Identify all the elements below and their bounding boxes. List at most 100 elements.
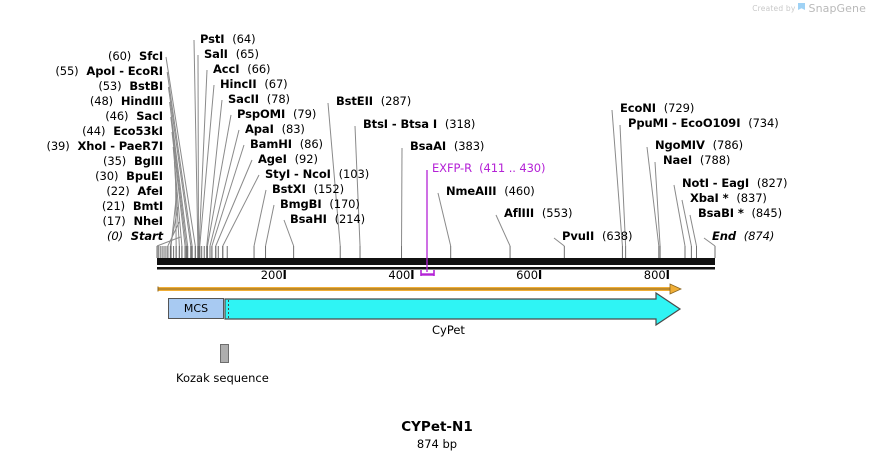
enzyme-name: SacII [228,92,259,106]
enzyme-site-label[interactable]: BstXI (152) [272,182,345,196]
enzyme-position: (152) [313,182,345,196]
enzyme-site-label[interactable]: (0) Start [107,230,163,243]
enzyme-site-label[interactable]: PvuII (638) [562,229,633,243]
enzyme-site-label[interactable]: ApaI (83) [245,122,305,136]
enzyme-site-label[interactable]: PstI (64) [200,32,256,46]
enzyme-name: BsaAI [410,139,447,153]
orf-span-arrow [157,283,682,295]
enzyme-name: BmtI [132,199,163,213]
enzyme-site-label[interactable]: AflIII (553) [504,206,573,220]
enzyme-position: (553) [541,206,573,220]
enzyme-site-label[interactable]: (22) AfeI [106,185,163,198]
watermark-brand-label: SnapGene [808,2,866,15]
ruler-tick-marks [283,270,669,279]
enzyme-site-label[interactable]: (39) XhoI - PaeR7I [46,139,163,153]
enzyme-site-label[interactable]: SalI (65) [204,47,259,61]
enzyme-position: (86) [299,137,323,151]
site-tick-marks [156,246,716,258]
enzyme-site-label[interactable]: (53) BstBI [98,79,163,93]
enzyme-name: AccI [213,62,240,76]
enzyme-site-label[interactable]: NmeAIII (460) [446,184,535,198]
primer-label-exfp-r[interactable]: EXFP-R (411 .. 430) [432,162,546,175]
enzyme-name: SalI [204,47,228,61]
watermark-created-by-label: Created by [752,4,796,13]
enzyme-position: (30) [95,169,119,183]
enzyme-name: HincII [220,77,257,91]
enzyme-site-label[interactable]: BsaBI * (845) [698,207,782,220]
feature-mcs-box[interactable]: MCS [168,298,224,319]
enzyme-site-label[interactable]: BsaHI (214) [290,212,366,226]
enzyme-site-label[interactable]: AccI (66) [213,62,271,76]
snapgene-flag-icon [798,3,806,14]
enzyme-name: BamHI [250,137,292,151]
enzyme-site-label[interactable]: (48) HindIII [89,94,163,108]
enzyme-site-label[interactable]: (35) BglII [103,154,163,168]
enzyme-site-label[interactable]: AgeI (92) [258,152,318,166]
enzyme-site-label[interactable]: EcoNI (729) [620,102,694,115]
enzyme-site-label[interactable]: NgoMIV (786) [655,138,744,152]
enzyme-position: (65) [235,47,259,61]
enzyme-position: (734) [748,116,779,130]
sequence-backbone-baseline [157,267,715,270]
enzyme-position: (874) [743,229,775,243]
enzyme-site-label[interactable]: BstEII (287) [336,94,412,108]
enzyme-name: BstEII [336,94,373,108]
enzyme-name: PvuII [562,229,595,243]
enzyme-site-label[interactable]: (17) NheI [102,215,163,228]
enzyme-position: (64) [232,32,256,46]
enzyme-site-label[interactable]: StyI - NcoI (103) [265,167,370,181]
enzyme-site-label[interactable]: XbaI * (837) [690,191,767,205]
enzyme-site-label[interactable]: PpuMI - EcoO109I (734) [628,116,779,130]
enzyme-position: (460) [504,184,535,198]
enzyme-position: (92) [294,152,318,166]
enzyme-name: StyI - NcoI [265,167,331,181]
enzyme-position: (287) [380,94,412,108]
enzyme-name: BstXI [272,182,306,196]
enzyme-site-label[interactable]: (44) Eco53kI [82,125,163,138]
enzyme-site-label[interactable]: (46) SacI [105,110,163,123]
enzyme-site-label[interactable]: (60) SfcI [107,49,163,63]
enzyme-site-label[interactable]: BtsI - Btsa I (318) [363,117,475,131]
feature-kozak-label: Kozak sequence [176,371,269,385]
enzyme-position: (21) [101,199,126,213]
enzyme-site-label[interactable]: (30) BpuEI [95,169,163,183]
enzyme-position: (788) [699,153,731,167]
enzyme-site-label[interactable]: BsaAI (383) [410,139,484,153]
enzyme-position: (48) [89,94,114,108]
enzyme-site-label[interactable]: End (874) [712,229,775,243]
enzyme-name: XhoI - PaeR7I [77,139,163,153]
enzyme-site-label[interactable]: BmgBI (170) [280,197,360,211]
snapgene-watermark: Created by SnapGene [752,2,866,15]
enzyme-site-label[interactable]: (55) ApoI - EcoRI [55,65,163,78]
enzyme-position: (53) [98,79,122,93]
enzyme-name: XbaI * [690,191,729,205]
enzyme-site-label[interactable]: PspOMI (79) [237,107,316,121]
enzyme-site-label[interactable]: NotI - EagI (827) [682,176,787,190]
enzyme-name: AgeI [258,152,287,166]
enzyme-position: (837) [736,191,767,205]
exfp-r-primer-bracket [420,270,435,276]
enzyme-site-label[interactable]: HincII (67) [220,77,288,91]
enzyme-position: (638) [601,229,633,243]
feature-kozak-mark[interactable] [220,344,229,363]
enzyme-site-label[interactable]: BamHI (86) [250,137,323,151]
enzyme-name: BtsI - Btsa I [363,117,438,131]
enzyme-site-label[interactable]: SacII (78) [228,92,290,106]
enzyme-position: (103) [338,167,370,181]
cypet-feature-arrow [224,291,682,327]
enzyme-name: PspOMI [237,107,286,121]
enzyme-name: BmgBI [280,197,322,211]
enzyme-position: (786) [712,138,744,152]
enzyme-name: NotI - EagI [682,176,750,190]
feature-cypet-label: CyPet [432,323,465,337]
enzyme-name: NaeI [663,153,693,167]
enzyme-name: End [712,229,736,243]
enzyme-site-label[interactable]: NaeI (788) [663,153,731,167]
enzyme-position: (214) [334,212,366,226]
enzyme-name: BglII [134,154,163,168]
enzyme-position: (60) [107,49,132,63]
enzyme-position: (83) [281,122,305,136]
enzyme-name: PstI [200,32,225,46]
enzyme-site-label[interactable]: (21) BmtI [101,199,163,213]
